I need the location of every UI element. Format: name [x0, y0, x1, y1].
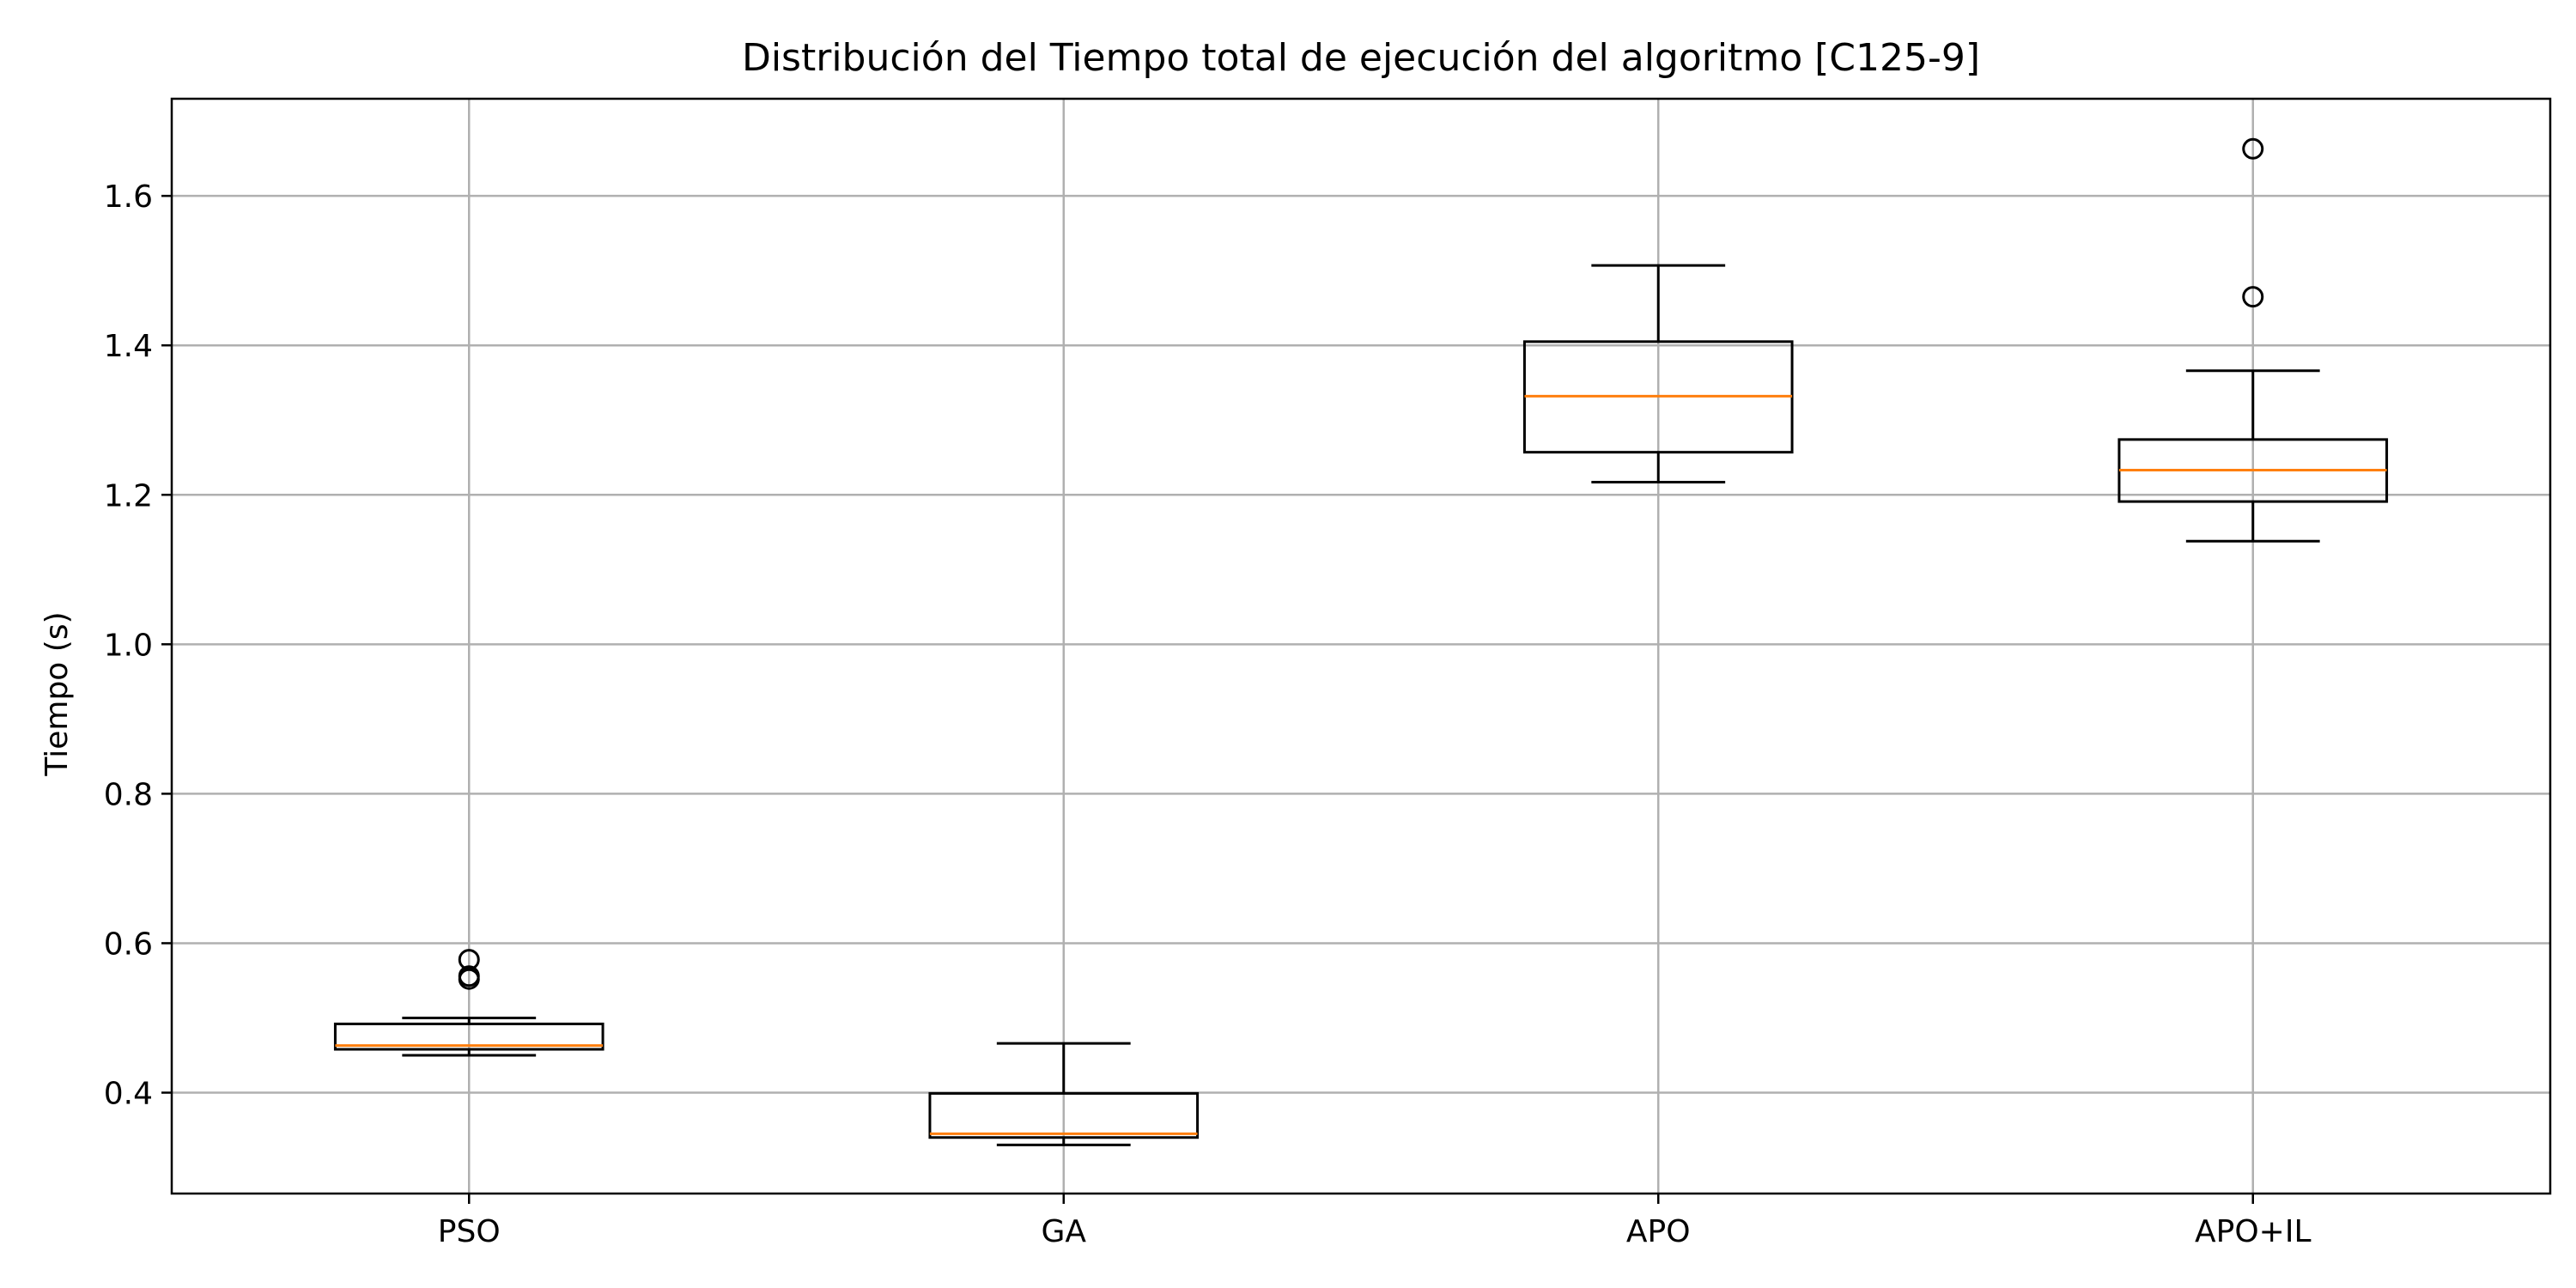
box-ga — [928, 1042, 1200, 1146]
x-tick-label: APO+IL — [2195, 1214, 2312, 1249]
chart-title: Distribución del Tiempo total de ejecuci… — [742, 36, 1980, 80]
x-tick-label: PSO — [438, 1214, 501, 1249]
iqr-box — [333, 1022, 605, 1051]
outlier-point — [458, 949, 480, 971]
y-tick-label: 1.6 — [104, 179, 153, 215]
y-tick-label: 0.6 — [104, 927, 153, 962]
box-apo — [1522, 264, 1794, 483]
outlier-point — [2242, 286, 2264, 308]
x-tick-label: GA — [1041, 1214, 1086, 1249]
iqr-box — [928, 1091, 1200, 1139]
y-tick-label: 0.8 — [104, 777, 153, 812]
y-axis-ticks: 0.4 0.6 0.8 1.0 1.2 1.4 1.6 — [104, 179, 172, 1112]
plot-area-frame — [170, 97, 2552, 1195]
y-axis-label: Tiempo (s) — [39, 611, 75, 776]
box-pso — [333, 949, 605, 1057]
outlier-point — [2242, 137, 2264, 160]
x-tick-label: APO — [1626, 1214, 1691, 1249]
y-tick-label: 1.0 — [104, 628, 153, 663]
grid-lines — [172, 99, 2550, 1194]
outlier-point — [458, 965, 480, 987]
y-tick-label: 1.2 — [104, 478, 153, 513]
box-apo-il — [2117, 137, 2389, 543]
box-series — [333, 137, 2389, 1146]
y-tick-label: 0.4 — [104, 1077, 153, 1112]
x-axis-ticks: PSO GA APO APO+IL — [438, 1194, 2312, 1249]
y-tick-label: 1.4 — [104, 329, 153, 364]
